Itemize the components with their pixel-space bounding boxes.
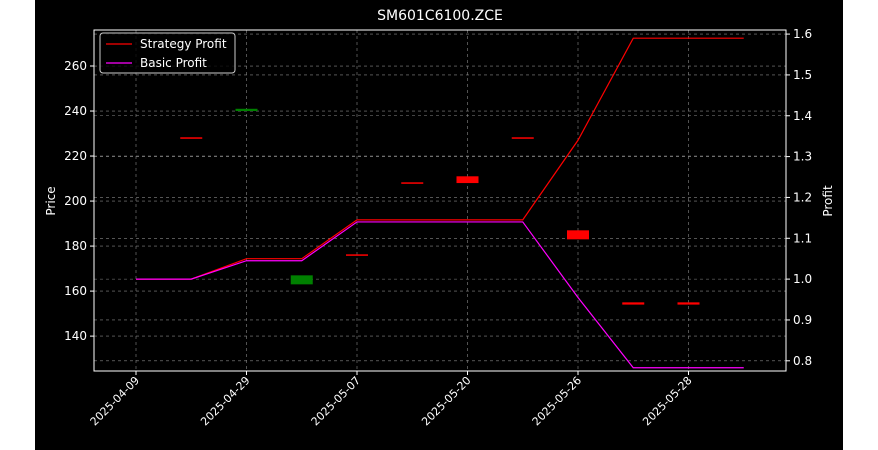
legend: Strategy Profit Basic Profit [99, 32, 236, 74]
candle-body [511, 137, 534, 139]
y-right-tick-label: 0.9 [793, 313, 812, 327]
y-left-tick-label: 220 [64, 149, 87, 163]
candle-body [346, 254, 368, 256]
y-right-tick-label: 1.5 [793, 68, 812, 82]
y-left-tick-label: 160 [64, 284, 87, 298]
y-left-tick-label: 180 [64, 239, 87, 253]
candle-body [567, 230, 589, 240]
plot-frame [93, 29, 787, 372]
legend-label: Basic Profit [140, 56, 207, 70]
candle-body [401, 182, 424, 184]
y-right-tick-label: 1.1 [793, 231, 812, 245]
chart-title: SM601C6100.ZCE [377, 8, 503, 24]
candle-body [622, 302, 645, 305]
y-axis-left: 140 160 180 200 220 240 260 [64, 59, 94, 343]
candle-body [456, 176, 479, 184]
candle-body [235, 108, 258, 112]
y-right-tick-label: 1.2 [793, 190, 812, 204]
y-right-tick-label: 1.4 [793, 109, 812, 123]
series-lines [136, 37, 744, 369]
price-candles [180, 108, 700, 305]
y-left-tick-label: 140 [64, 329, 87, 343]
legend-box [99, 32, 236, 74]
candle-body [677, 302, 700, 305]
y-axis-right: 0.8 0.9 1.0 1.1 1.2 1.3 1.4 1.5 1.6 [786, 27, 812, 368]
y-right-tick-label: 0.8 [793, 354, 812, 368]
y-right-tick-label: 1.0 [793, 272, 812, 286]
y-right-tick-label: 1.6 [793, 27, 812, 41]
y-axis-label-right: Profit [821, 185, 835, 217]
grid [94, 30, 786, 371]
y-left-tick-label: 200 [64, 194, 87, 208]
basic-profit-line [136, 221, 744, 369]
candle-body [180, 137, 203, 139]
y-left-tick-label: 260 [64, 59, 87, 73]
y-axis-label-left: Price [44, 186, 58, 215]
y-right-tick-label: 1.3 [793, 150, 812, 164]
y-left-tick-label: 240 [64, 104, 87, 118]
legend-label: Strategy Profit [140, 37, 227, 51]
strategy-profit-line [136, 37, 744, 280]
candle-body [290, 275, 313, 285]
